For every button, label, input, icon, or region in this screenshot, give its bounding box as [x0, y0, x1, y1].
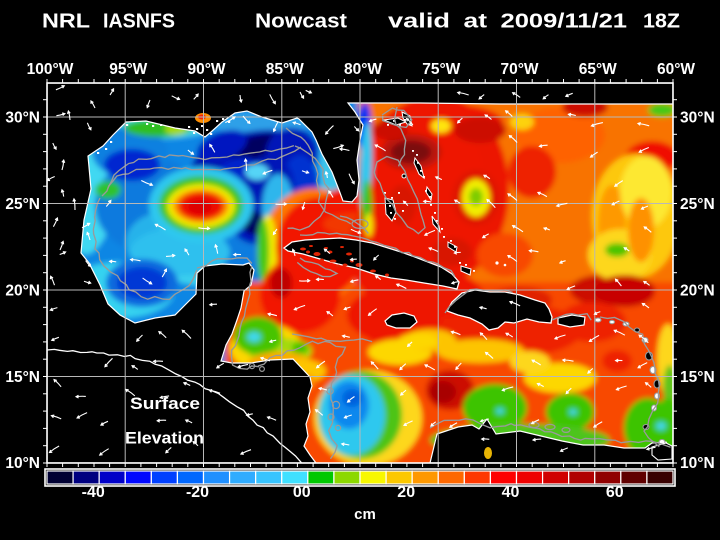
svg-text:20°N: 20°N [5, 283, 40, 300]
svg-text:00: 00 [293, 484, 311, 501]
svg-text:-40: -40 [82, 484, 105, 501]
svg-text:60: 60 [606, 484, 624, 501]
svg-text:60°W: 60°W [657, 61, 695, 78]
svg-text:20°N: 20°N [680, 283, 715, 300]
svg-text:75°W: 75°W [422, 61, 460, 78]
svg-text:15°N: 15°N [680, 369, 715, 386]
svg-text:80°W: 80°W [344, 61, 382, 78]
svg-text:65°W: 65°W [579, 61, 617, 78]
svg-text:90°W: 90°W [187, 61, 225, 78]
svg-text:valid: valid [388, 11, 450, 33]
svg-text:40: 40 [502, 484, 520, 501]
svg-text:Surface: Surface [130, 394, 200, 413]
svg-text:10°N: 10°N [5, 455, 40, 472]
svg-text:25°N: 25°N [5, 196, 40, 213]
svg-text:25°N: 25°N [680, 196, 715, 213]
svg-text:cm: cm [354, 506, 376, 523]
svg-text:NRL: NRL [42, 11, 90, 33]
svg-text:15°N: 15°N [5, 369, 40, 386]
svg-text:70°W: 70°W [500, 61, 538, 78]
svg-text:100°W: 100°W [27, 61, 74, 78]
svg-text:20: 20 [397, 484, 415, 501]
svg-text:Nowcast: Nowcast [255, 11, 347, 33]
svg-text:-20: -20 [186, 484, 209, 501]
svg-text:30°N: 30°N [680, 110, 715, 127]
svg-text:10°N: 10°N [680, 455, 715, 472]
svg-text:95°W: 95°W [109, 61, 147, 78]
svg-text:Elevation: Elevation [125, 429, 204, 448]
svg-text:18Z: 18Z [643, 11, 680, 33]
svg-text:IASNFS: IASNFS [103, 11, 175, 33]
svg-text:30°N: 30°N [5, 110, 40, 127]
svg-text:85°W: 85°W [266, 61, 304, 78]
svg-text:2009/11/21: 2009/11/21 [501, 11, 628, 33]
svg-text:at: at [464, 11, 488, 33]
